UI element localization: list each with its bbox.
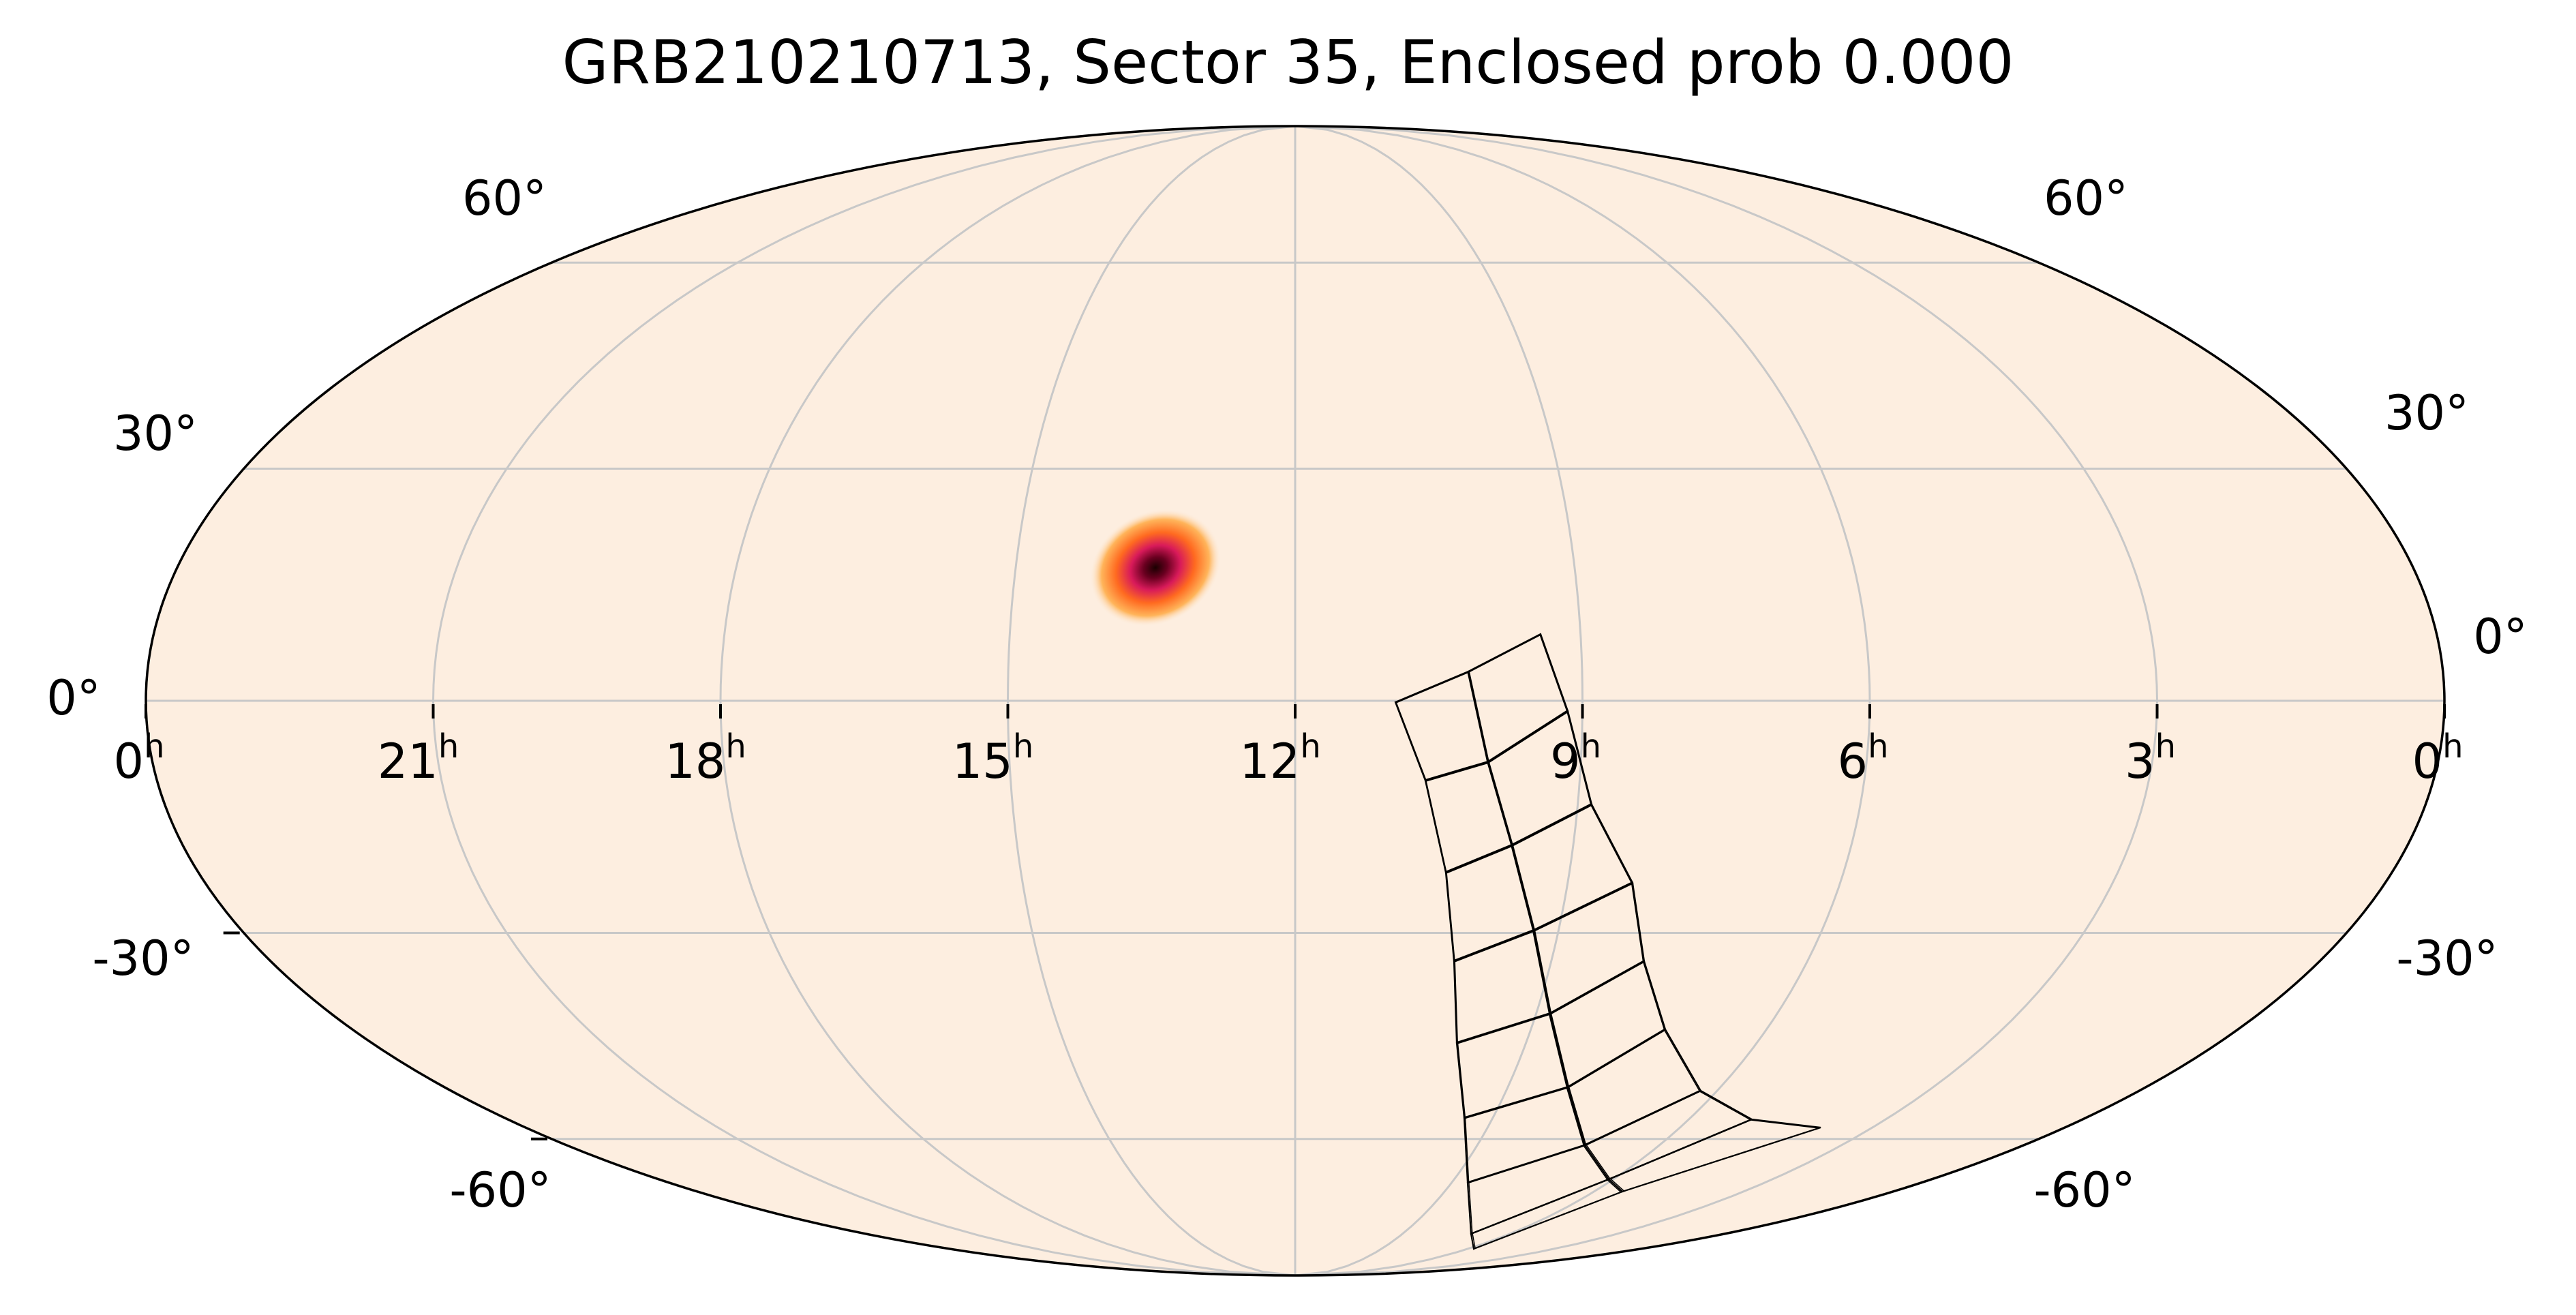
dec-tick-label: 60° [2044, 170, 2128, 226]
ra-tick-label: 18h [665, 727, 746, 789]
dec-tick-label: -30° [2396, 931, 2498, 986]
dec-tick-label: 60° [462, 170, 547, 226]
ccd-inner-outline [1609, 1119, 1819, 1192]
ra-tick-label: 0h [2412, 727, 2464, 789]
axis-tick-labels: 0h 21h 18h 15h 12h 9h 6h 3h 0h 60° 60° 30° 30° 0° 0° -3… [46, 170, 2528, 1218]
ra-tick-label: 6h [1838, 727, 1889, 789]
sector-footprint [1394, 633, 1821, 1250]
ccd-inner-outline [1512, 804, 1633, 931]
ra-tick-label: 0h [114, 727, 165, 789]
dec-tick-label: -60° [2033, 1162, 2135, 1218]
dec-tick-label: 0° [46, 670, 101, 726]
dec-tick-label: 30° [2384, 385, 2469, 441]
ccd-inner-outline [1446, 845, 1534, 961]
probability-blob [1089, 509, 1222, 626]
sky-border [145, 125, 2446, 1277]
dec-tick-label: 30° [113, 406, 198, 462]
axis-ticks [145, 704, 2446, 1140]
ccd-footprint-cell [1607, 1118, 1821, 1193]
probability-blob-layer [1089, 509, 1222, 626]
ccd-inner-outline [1472, 1179, 1622, 1249]
chart-title: GRB210210713, Sector 35, Enclosed prob 0… [562, 27, 2014, 97]
ccd-inner-outline [1468, 634, 1568, 762]
dec-tick-label: -30° [92, 931, 194, 986]
dec-tick-label: 0° [2473, 609, 2528, 665]
ra-tick-label: 9h [1550, 727, 1601, 789]
ccd-inner-outline [1454, 931, 1550, 1043]
ra-tick-label: 12h [1239, 727, 1321, 789]
dec-tick-label: -60° [449, 1162, 551, 1218]
ra-tick-label: 21h [378, 727, 459, 789]
ra-tick-label: 3h [2125, 727, 2176, 789]
ccd-inner-outline [1534, 883, 1644, 1014]
ra-tick-label: 15h [952, 727, 1034, 789]
ccd-inner-outline [1488, 711, 1592, 845]
